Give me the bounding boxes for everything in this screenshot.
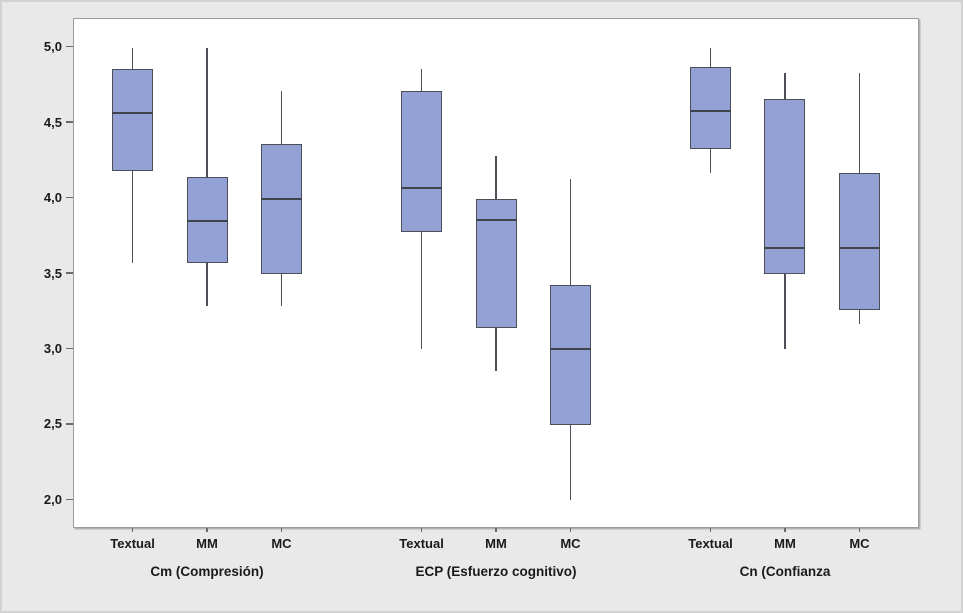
plot-area bbox=[73, 18, 919, 528]
y-tick-label: 3,5 bbox=[43, 265, 62, 281]
whisker-upper bbox=[131, 47, 134, 69]
y-tick-mark bbox=[66, 196, 73, 199]
whisker-upper bbox=[280, 91, 283, 145]
whisker-upper bbox=[709, 47, 712, 68]
whisker-lower bbox=[131, 171, 134, 264]
y-tick-label: 3,0 bbox=[43, 340, 62, 356]
median-line bbox=[401, 186, 443, 189]
median-line bbox=[549, 348, 591, 351]
whisker-upper bbox=[495, 156, 497, 199]
category-label: Textual bbox=[110, 536, 155, 551]
whisker-lower bbox=[569, 424, 572, 501]
category-label: Textual bbox=[399, 536, 444, 551]
whisker-upper bbox=[420, 68, 423, 92]
median-line bbox=[838, 247, 880, 250]
y-tick-mark bbox=[66, 498, 73, 501]
category-label: Textual bbox=[688, 536, 733, 551]
median-line bbox=[260, 197, 302, 200]
group-label: Cm (Compresión) bbox=[150, 564, 264, 579]
y-tick-mark bbox=[66, 347, 73, 350]
category-label: MM bbox=[196, 536, 218, 551]
category-tick-mark bbox=[280, 528, 283, 532]
y-tick-mark bbox=[66, 45, 73, 48]
y-tick-mark bbox=[66, 121, 73, 123]
whisker-lower bbox=[206, 263, 208, 306]
category-label: MC bbox=[560, 536, 581, 551]
whisker-upper bbox=[784, 73, 786, 99]
y-tick-mark bbox=[66, 423, 73, 425]
box-mc bbox=[838, 172, 880, 311]
category-label: MC bbox=[271, 536, 292, 551]
group-label: Cn (Confianza bbox=[739, 564, 831, 579]
category-tick-mark bbox=[495, 528, 497, 532]
y-tick-label: 2,0 bbox=[43, 491, 62, 507]
box-mc bbox=[260, 144, 302, 274]
box-mm bbox=[764, 98, 806, 274]
y-tick-label: 2,5 bbox=[43, 416, 62, 432]
whisker-upper bbox=[858, 73, 861, 173]
category-tick-mark bbox=[206, 528, 208, 532]
whisker-lower bbox=[709, 148, 712, 173]
y-tick-label: 4,0 bbox=[43, 190, 62, 206]
whisker-lower bbox=[858, 310, 861, 324]
category-tick-mark bbox=[420, 528, 423, 532]
y-tick-mark bbox=[66, 272, 73, 274]
box-textual bbox=[401, 91, 443, 232]
category-tick-mark bbox=[131, 528, 134, 532]
whisker-lower bbox=[784, 274, 786, 350]
whisker-lower bbox=[495, 328, 497, 371]
y-tick-label: 5,0 bbox=[43, 39, 62, 55]
median-line bbox=[764, 247, 806, 250]
category-tick-mark bbox=[569, 528, 572, 532]
box-mc bbox=[549, 284, 591, 425]
category-tick-mark bbox=[784, 528, 786, 532]
box-textual bbox=[690, 67, 732, 149]
group-label: ECP (Esfuerzo cognitivo) bbox=[415, 564, 577, 579]
median-line bbox=[475, 218, 517, 221]
median-line bbox=[690, 110, 732, 113]
category-label: MM bbox=[774, 536, 796, 551]
y-tick-label: 4,5 bbox=[43, 114, 62, 130]
median-line bbox=[186, 220, 228, 223]
median-line bbox=[112, 111, 154, 114]
whisker-upper bbox=[569, 178, 572, 285]
box-textual bbox=[112, 68, 154, 172]
category-tick-mark bbox=[709, 528, 712, 532]
whisker-lower bbox=[280, 274, 283, 306]
category-tick-mark bbox=[858, 528, 861, 532]
category-label: MM bbox=[485, 536, 507, 551]
whisker-upper bbox=[206, 47, 208, 178]
whisker-lower bbox=[420, 231, 423, 350]
category-label: MC bbox=[849, 536, 870, 551]
